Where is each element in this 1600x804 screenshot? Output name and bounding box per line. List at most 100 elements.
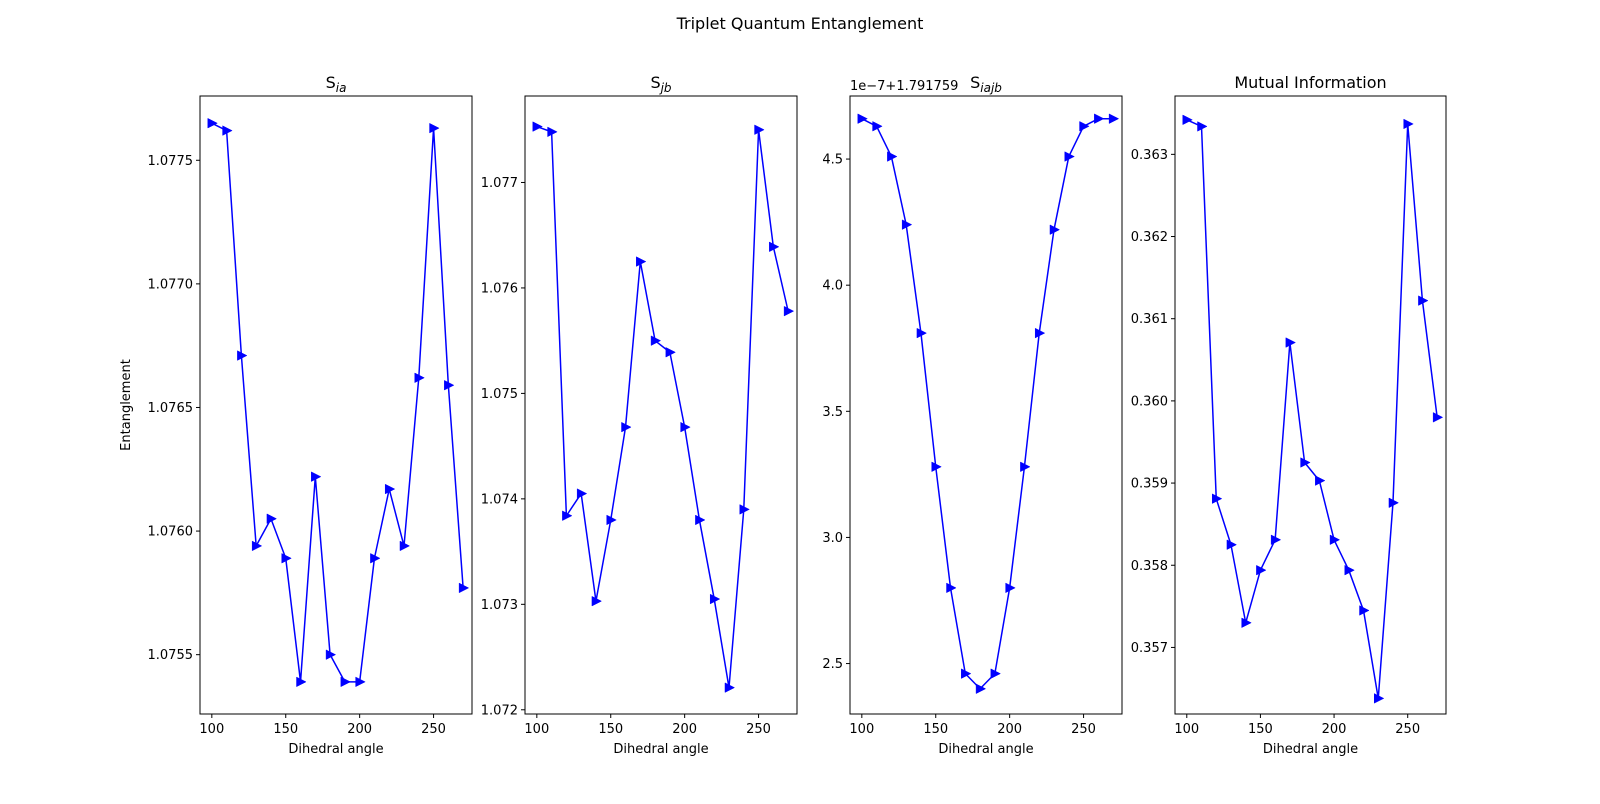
- panel-title-subscript: iajb: [980, 81, 1002, 95]
- data-point-marker: [429, 122, 440, 134]
- y-tick-label: 1.0775: [148, 154, 194, 169]
- data-point-marker: [1256, 564, 1267, 576]
- x-axis-label: Dihedral angle: [613, 742, 708, 757]
- data-point-marker: [1285, 337, 1296, 348]
- data-point-marker: [591, 595, 603, 607]
- y-tick-label: 0.357: [1131, 641, 1168, 656]
- x-tick-label: 100: [849, 722, 874, 737]
- data-point-marker: [325, 649, 337, 660]
- data-point-marker: [650, 335, 662, 346]
- data-point-marker: [739, 504, 750, 515]
- data-point-marker: [1241, 617, 1252, 628]
- data-point-marker: [414, 372, 425, 384]
- x-tick-label: 150: [923, 722, 948, 737]
- panel-title-subscript: ia: [336, 81, 347, 95]
- data-point-marker: [266, 513, 278, 524]
- y-tick-label: 4.5: [822, 153, 843, 168]
- data-point-marker: [281, 553, 292, 564]
- x-axis-label: Dihedral angle: [1263, 742, 1358, 757]
- data-point-marker: [901, 219, 913, 230]
- data-point-marker: [769, 241, 780, 253]
- y-tick-label: 2.5: [822, 657, 843, 672]
- data-point-marker: [1034, 327, 1046, 339]
- chart-panel-3: 100 150 200 250 2.5 3.0 3.5 4.0 4.5 Dihedral angl…: [822, 73, 1123, 757]
- data-point-marker: [621, 421, 632, 433]
- data-point-marker: [1108, 113, 1120, 124]
- data-point-marker: [975, 683, 987, 694]
- data-point-marker: [1329, 534, 1341, 545]
- data-point-marker: [547, 126, 558, 138]
- x-tick-label: 100: [524, 722, 549, 737]
- series-line: [1186, 119, 1438, 700]
- data-point-marker: [532, 121, 543, 132]
- y-tick-label: 0.359: [1131, 477, 1168, 492]
- y-axis-label: Entanglement: [119, 359, 134, 451]
- data-point-marker: [1403, 118, 1414, 130]
- x-tick-label: 100: [1174, 722, 1199, 737]
- panel-title-main: S: [650, 73, 660, 92]
- panel-title-main: S: [326, 73, 336, 92]
- y-tick-label: 1.076: [481, 281, 518, 296]
- data-point-marker: [1270, 534, 1282, 545]
- y-tick-label: 1.077: [481, 176, 518, 191]
- data-point-marker: [311, 471, 322, 482]
- data-point-marker: [680, 421, 691, 433]
- data-point-marker: [1197, 121, 1208, 132]
- data-point-marker: [665, 347, 676, 358]
- y-tick-label: 1.0765: [148, 401, 194, 416]
- series-line: [536, 125, 789, 689]
- x-tick-label: 250: [746, 722, 771, 737]
- y-tick-label: 1.075: [481, 387, 518, 402]
- data-point-marker: [783, 305, 795, 317]
- data-point-marker: [355, 676, 366, 688]
- y-tick-label: 0.358: [1131, 559, 1168, 574]
- data-point-marker: [458, 582, 470, 594]
- y-tick-label: 0.361: [1131, 312, 1168, 327]
- data-point-marker: [1094, 113, 1105, 124]
- x-axis-label: Dihedral angle: [938, 742, 1033, 757]
- y-tick-label: 0.363: [1131, 148, 1168, 163]
- panel-title-main: S: [970, 73, 980, 92]
- data-point-marker: [1211, 493, 1223, 504]
- data-point-marker: [384, 483, 396, 495]
- chart-panel-2: 100 150 200 250 1.072 1.073 1.074 1.075 1.076 1.0…: [481, 73, 798, 757]
- x-axis-label: Dihedral angle: [288, 742, 383, 757]
- plot-frame: [199, 95, 473, 715]
- data-point-marker: [1300, 457, 1311, 468]
- panel-title: Sia: [326, 73, 347, 95]
- panel-title: Siajb: [970, 73, 1002, 95]
- data-point-marker: [222, 125, 233, 136]
- y-tick-label: 0.362: [1131, 230, 1168, 245]
- data-point-marker: [1315, 475, 1326, 486]
- data-point-marker: [1020, 461, 1031, 473]
- chart-panel-1: 100 150 200 250 1.0755 1.0760 1.0765 1.0770 1.07…: [119, 73, 473, 757]
- data-point-marker: [709, 593, 721, 605]
- data-point-marker: [887, 151, 898, 162]
- data-point-marker: [872, 121, 883, 132]
- data-point-marker: [1432, 412, 1444, 423]
- data-point-marker: [576, 488, 588, 499]
- x-tick-label: 250: [1395, 722, 1420, 737]
- x-tick-label: 200: [1322, 722, 1347, 737]
- data-point-marker: [370, 553, 381, 564]
- data-point-marker: [695, 514, 706, 526]
- y-tick-label: 1.074: [481, 492, 518, 507]
- data-point-marker: [724, 682, 736, 693]
- data-point-marker: [990, 668, 1001, 679]
- y-tick-label: 0.360: [1131, 394, 1168, 409]
- data-point-marker: [606, 514, 617, 526]
- x-tick-label: 200: [672, 722, 697, 737]
- data-point-marker: [961, 668, 972, 679]
- data-point-marker: [207, 117, 218, 129]
- data-point-marker: [1226, 539, 1238, 550]
- y-tick-label: 1.0770: [148, 277, 194, 292]
- x-tick-label: 150: [598, 722, 623, 737]
- data-point-marker: [857, 113, 868, 124]
- data-point-marker: [1064, 151, 1075, 162]
- y-tick-label: 3.0: [822, 531, 843, 546]
- y-tick-label: 4.0: [822, 279, 843, 294]
- y-axis-offset-label: 1e−7+1.791759: [850, 79, 958, 94]
- data-point-marker: [754, 124, 765, 135]
